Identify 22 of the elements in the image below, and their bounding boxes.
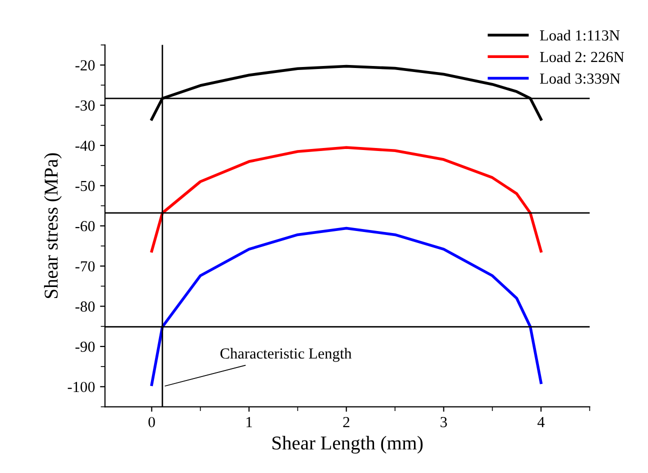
y-tick-label: -30	[75, 100, 95, 111]
y-tick-label: -100	[68, 382, 95, 392]
y-axis-title: Shear stress (MPa)	[44, 153, 62, 298]
x-tick-label: 3	[440, 416, 447, 428]
x-tick-label: 4	[537, 417, 545, 428]
x-tick-label: 2	[343, 416, 350, 428]
x-tick-label: 1	[246, 417, 252, 428]
y-tick-label: -90	[75, 342, 95, 352]
x-tick-label: 0	[148, 416, 155, 428]
legend-label: Load 1:113N	[540, 30, 620, 41]
y-tick-label: -80	[75, 301, 95, 312]
y-tick-label: -60	[75, 221, 95, 232]
line-series	[150, 226, 542, 386]
y-tick-label: -20	[75, 60, 95, 70]
y-tick-label: -40	[75, 140, 95, 151]
line-series	[150, 146, 542, 253]
legend-label: Load 3:339N	[540, 73, 620, 84]
y-tick-label: -50	[75, 180, 95, 192]
legend-label: Load 2: 226N	[540, 51, 624, 62]
annotation: Characteristic Length	[220, 348, 352, 362]
y-tick-label: -70	[75, 261, 95, 272]
x-axis-title: Shear Length (mm)	[272, 436, 423, 454]
